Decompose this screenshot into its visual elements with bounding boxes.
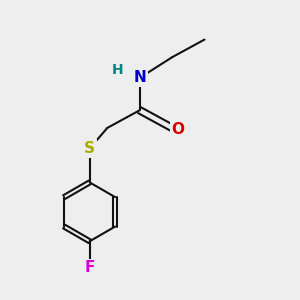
Text: S: S [84, 141, 95, 156]
Text: O: O [172, 122, 184, 137]
Text: H: H [112, 64, 123, 77]
Text: F: F [85, 260, 95, 275]
Text: N: N [133, 70, 146, 86]
